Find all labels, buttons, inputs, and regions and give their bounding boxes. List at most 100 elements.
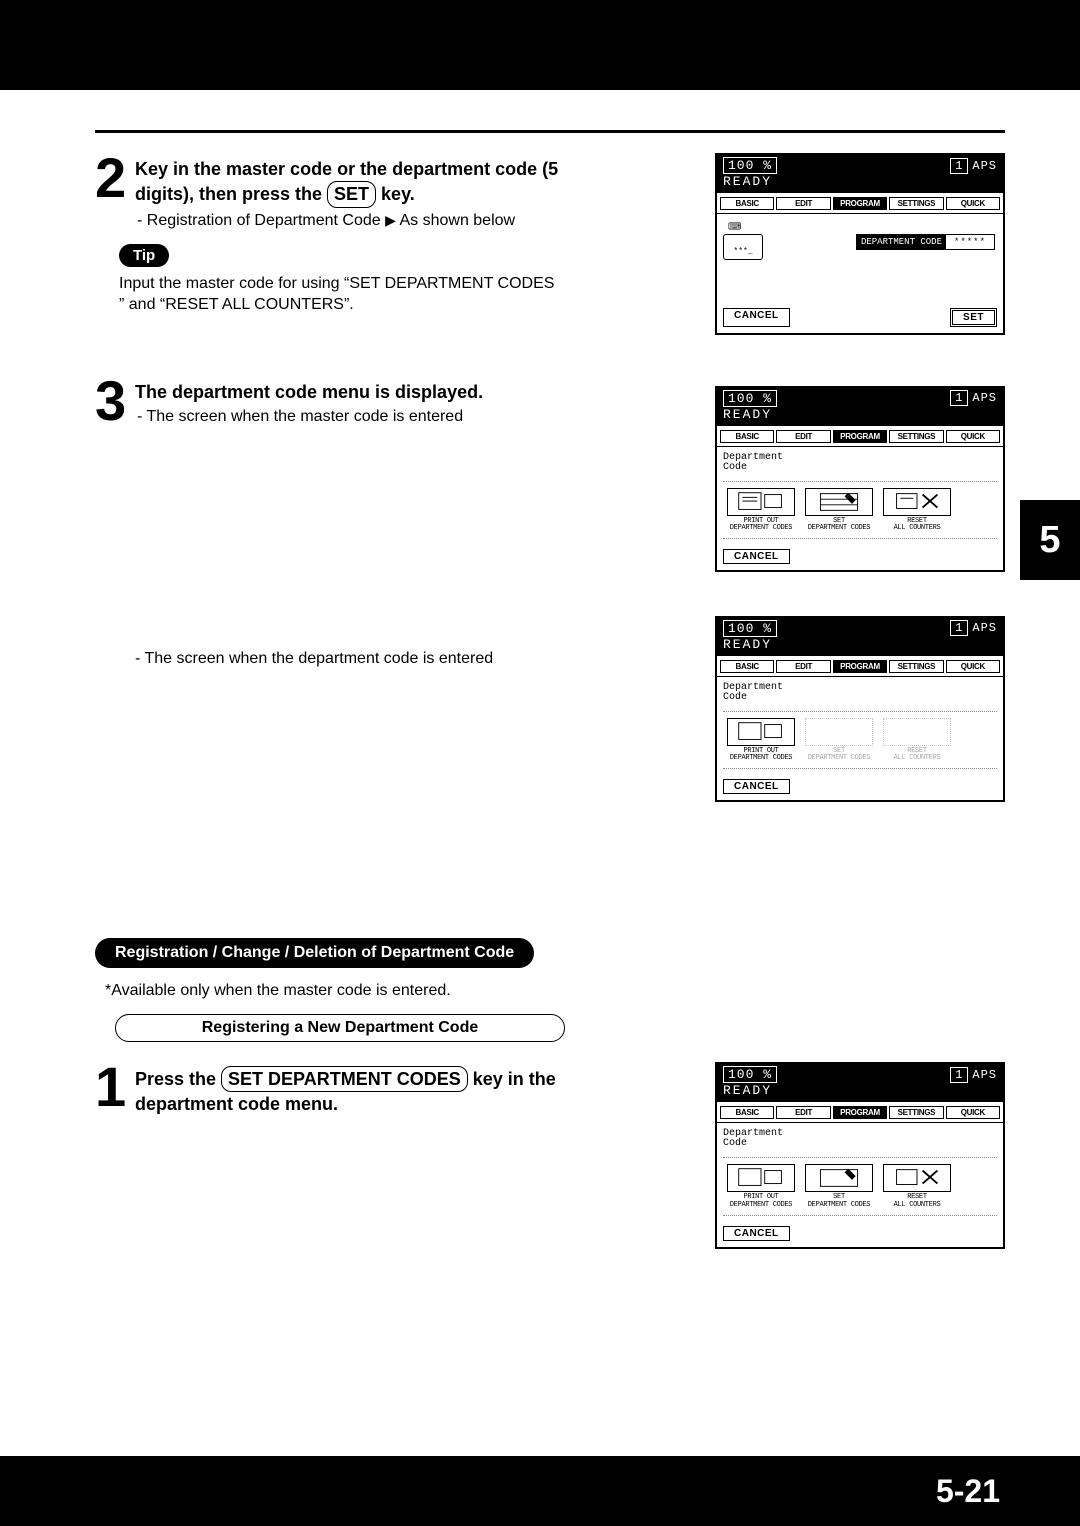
tab-edit[interactable]: EDIT bbox=[776, 197, 830, 210]
lcd-body: ***_ DEPARTMENT CODE ***** bbox=[717, 214, 1003, 304]
step-2: 2 Key in the master code or the departme… bbox=[95, 153, 1005, 316]
tab-settings[interactable]: SETTINGS bbox=[889, 660, 943, 673]
tab-basic[interactable]: BASIC bbox=[720, 197, 774, 210]
copy-count: 1 bbox=[950, 158, 968, 174]
dc-value: ***** bbox=[946, 235, 994, 249]
section-title-pill: Registration / Change / Deletion of Depa… bbox=[95, 938, 534, 968]
title-a: Press the bbox=[135, 1069, 221, 1089]
print-out-codes-button[interactable]: PRINT OUT DEPARTMENT CODES bbox=[727, 1164, 795, 1209]
lcd-body: Department Code PRINT OUT DEPARTMENT COD… bbox=[717, 1123, 1003, 1222]
tab-basic[interactable]: BASIC bbox=[720, 430, 774, 443]
tab-program[interactable]: PROGRAM bbox=[833, 430, 887, 443]
section-note: *Available only when the master code is … bbox=[105, 982, 1005, 1000]
btn3-label: RESET ALL COUNTERS bbox=[883, 748, 951, 763]
title-part-b: key. bbox=[376, 184, 415, 204]
reset-counters-button-disabled: RESET ALL COUNTERS bbox=[883, 718, 951, 763]
cancel-button[interactable]: CANCEL bbox=[723, 779, 790, 794]
chapter-tab: 5 bbox=[1020, 500, 1080, 580]
aps-label: APS bbox=[972, 621, 997, 635]
lcd-footer: CANCEL bbox=[717, 1222, 1003, 1247]
lcd-body: Department Code PRINT OUT DEPARTMENT COD… bbox=[717, 677, 1003, 776]
tab-settings[interactable]: SETTINGS bbox=[889, 430, 943, 443]
lcd-body: Department Code PRINT OUT DEPARTMENT COD… bbox=[717, 447, 1003, 546]
section-block: Registration / Change / Deletion of Depa… bbox=[95, 938, 1005, 1042]
print-out-codes-button[interactable]: PRINT OUT DEPARTMENT CODES bbox=[727, 488, 795, 533]
page-number: 5-21 bbox=[936, 1473, 1000, 1510]
tab-program[interactable]: PROGRAM bbox=[833, 1106, 887, 1119]
set-button[interactable]: SET bbox=[950, 308, 997, 327]
tab-edit[interactable]: EDIT bbox=[776, 1106, 830, 1119]
page-footer: 5-21 bbox=[0, 1456, 1080, 1526]
btn1-label: PRINT OUT DEPARTMENT CODES bbox=[727, 518, 795, 533]
tab-program[interactable]: PROGRAM bbox=[833, 660, 887, 673]
lcd-screen-2: 100 % 1APS READY BASIC EDIT PROGRAM SETT… bbox=[715, 386, 1005, 573]
set-dept-codes-button-disabled: SET DEPARTMENT CODES bbox=[805, 718, 873, 763]
tab-edit[interactable]: EDIT bbox=[776, 430, 830, 443]
aps-label: APS bbox=[972, 159, 997, 173]
lcd-tabs: BASIC EDIT PROGRAM SETTINGS QUICK bbox=[717, 1102, 1003, 1123]
lcd-tabs: BASIC EDIT PROGRAM SETTINGS QUICK bbox=[717, 656, 1003, 677]
ready-status: READY bbox=[723, 407, 997, 422]
reset-counters-button[interactable]: RESET ALL COUNTERS bbox=[883, 1164, 951, 1209]
btn2-label: SET DEPARTMENT CODES bbox=[805, 1194, 873, 1209]
lcd-tabs: BASIC EDIT PROGRAM SETTINGS QUICK bbox=[717, 193, 1003, 214]
step-3: 3 The department code menu is displayed.… bbox=[95, 376, 1005, 908]
btn1-label: PRINT OUT DEPARTMENT CODES bbox=[727, 748, 795, 763]
tip-badge: Tip bbox=[119, 244, 169, 267]
lcd-screen-1: 100 % 1 APS READY BASIC EDIT PROGRAM SETT… bbox=[715, 153, 1005, 335]
zoom-percent: 100 % bbox=[723, 157, 777, 174]
dept-code-field[interactable]: DEPARTMENT CODE ***** bbox=[856, 234, 995, 250]
icon-row: PRINT OUT DEPARTMENT CODES SET DEPARTMEN… bbox=[723, 1157, 997, 1216]
ready-status: READY bbox=[723, 637, 997, 652]
tab-quick[interactable]: QUICK bbox=[946, 1106, 1000, 1119]
tab-basic[interactable]: BASIC bbox=[720, 660, 774, 673]
tip-text: Input the master code for using “SET DEP… bbox=[119, 273, 559, 316]
lcd-screen-4: 100 % 1APS READY BASIC EDIT PROGRAM SETT… bbox=[715, 1062, 1005, 1249]
lcd-header: 100 % 1APS READY bbox=[717, 618, 1003, 656]
reset-counters-button[interactable]: RESET ALL COUNTERS bbox=[883, 488, 951, 533]
step-title: Press the SET DEPARTMENT CODES key in th… bbox=[135, 1066, 575, 1117]
subsection-pill: Registering a New Department Code bbox=[115, 1014, 565, 1042]
lcd-header: 100 % 1APS READY bbox=[717, 1064, 1003, 1102]
zoom-percent: 100 % bbox=[723, 390, 777, 407]
step-number: 3 bbox=[95, 376, 135, 426]
top-bar bbox=[0, 0, 1080, 90]
tab-quick[interactable]: QUICK bbox=[946, 660, 1000, 673]
set-dept-codes-button[interactable]: SET DEPARTMENT CODES bbox=[805, 1164, 873, 1209]
tab-quick[interactable]: QUICK bbox=[946, 430, 1000, 443]
copy-count: 1 bbox=[950, 1067, 968, 1083]
copy-count: 1 bbox=[950, 390, 968, 406]
lcd-header: 100 % 1APS READY bbox=[717, 388, 1003, 426]
zoom-percent: 100 % bbox=[723, 1066, 777, 1083]
set-key-label: SET bbox=[327, 181, 376, 207]
tab-quick[interactable]: QUICK bbox=[946, 197, 1000, 210]
aps-label: APS bbox=[972, 1068, 997, 1082]
step-title: Key in the master code or the department… bbox=[135, 157, 575, 208]
cancel-button[interactable]: CANCEL bbox=[723, 308, 790, 327]
step-subtext: - Registration of Department Code ▶ As s… bbox=[137, 212, 575, 230]
lcd-footer: CANCEL bbox=[717, 775, 1003, 800]
dept-label: Department Code bbox=[723, 683, 997, 703]
cancel-button[interactable]: CANCEL bbox=[723, 549, 790, 564]
icon-row: PRINT OUT DEPARTMENT CODES SET DEPARTMEN… bbox=[723, 711, 997, 770]
step-sub-1: - The screen when the master code is ent… bbox=[137, 408, 575, 426]
dept-label: Department Code bbox=[723, 1129, 997, 1149]
tab-settings[interactable]: SETTINGS bbox=[889, 1106, 943, 1119]
tab-program[interactable]: PROGRAM bbox=[833, 197, 887, 210]
dept-label: Department Code bbox=[723, 453, 997, 473]
print-out-codes-button[interactable]: PRINT OUT DEPARTMENT CODES bbox=[727, 718, 795, 763]
lcd-screen-3: 100 % 1APS READY BASIC EDIT PROGRAM SETT… bbox=[715, 616, 1005, 803]
tab-basic[interactable]: BASIC bbox=[720, 1106, 774, 1119]
lcd-footer: CANCEL bbox=[717, 545, 1003, 570]
sub-b: As shown below bbox=[399, 212, 515, 229]
ready-status: READY bbox=[723, 174, 997, 189]
set-dept-codes-key-label: SET DEPARTMENT CODES bbox=[221, 1066, 468, 1092]
set-dept-codes-button[interactable]: SET DEPARTMENT CODES bbox=[805, 488, 873, 533]
cancel-button[interactable]: CANCEL bbox=[723, 1226, 790, 1241]
icon-row: PRINT OUT DEPARTMENT CODES SET DEPARTMEN… bbox=[723, 481, 997, 540]
step-number: 1 bbox=[95, 1062, 135, 1112]
tab-settings[interactable]: SETTINGS bbox=[889, 197, 943, 210]
sub-a: - Registration of Department Code bbox=[137, 212, 381, 229]
page-content: 2 Key in the master code or the departme… bbox=[95, 130, 1005, 1147]
tab-edit[interactable]: EDIT bbox=[776, 660, 830, 673]
